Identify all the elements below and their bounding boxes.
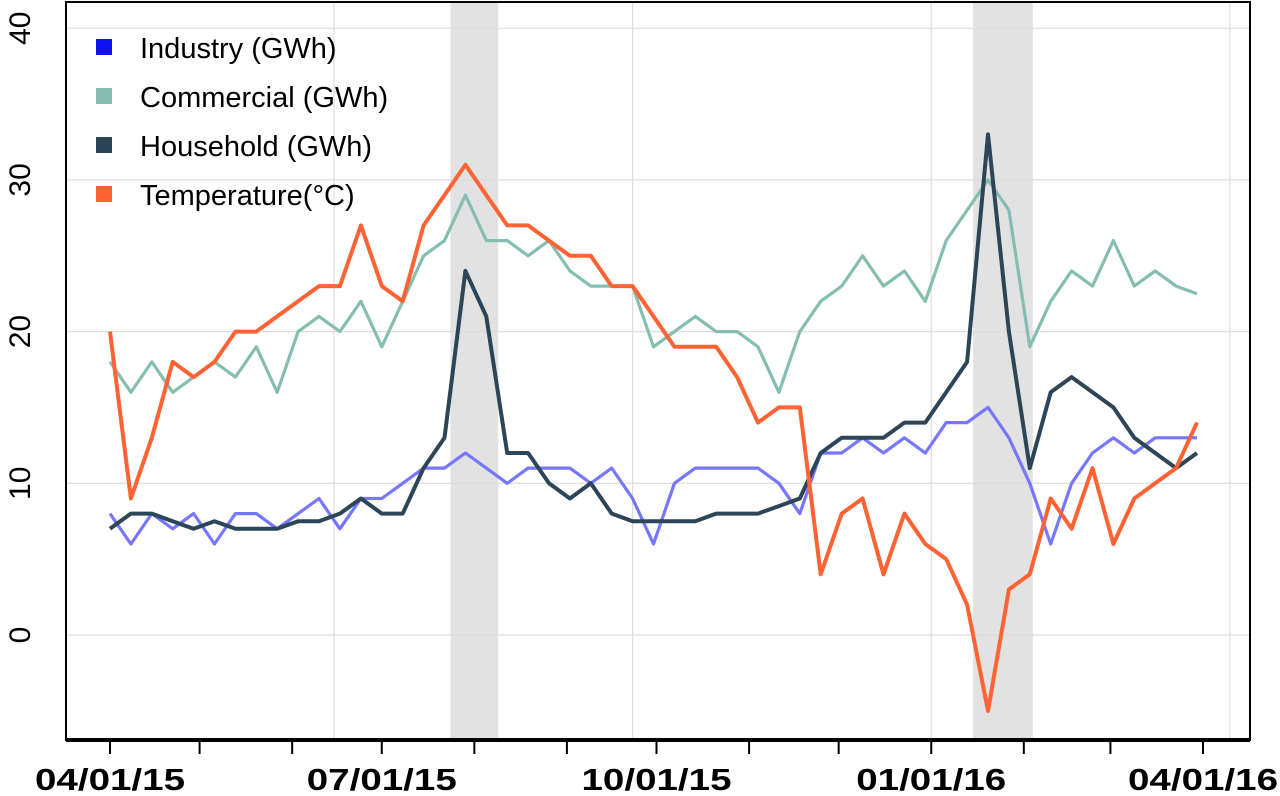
y-tick-label: 10 [4, 467, 37, 500]
legend-label: Industry (GWh) [140, 33, 337, 65]
legend: Industry (GWh) Commercial (GWh) Household … [96, 33, 388, 212]
series-line-commercial [108, 178, 1198, 394]
x-tick-label: 04/01/15 [35, 762, 185, 796]
x-tick-label: 07/01/15 [307, 762, 457, 796]
x-tick-label: 04/01/16 [1128, 762, 1278, 796]
y-tick-label: 0 [4, 627, 37, 644]
series-line-temperaturec [108, 162, 1199, 713]
legend-label: Commercial (GWh) [140, 82, 388, 114]
series-line-industry [108, 405, 1197, 546]
x-tick-label: 01/01/16 [856, 762, 1006, 796]
series-line-household [108, 132, 1199, 531]
y-tick-label: 20 [4, 315, 37, 348]
legend-swatch [96, 88, 112, 104]
legend-swatch [96, 137, 112, 153]
legend-swatch [96, 186, 112, 202]
legend-label: Household (GWh) [140, 131, 372, 163]
legend-swatch [96, 39, 112, 55]
legend-label: Temperature(°C) [140, 180, 355, 212]
y-tick-label: 40 [4, 12, 37, 45]
y-tick-label: 30 [4, 163, 37, 196]
x-tick-label: 10/01/15 [582, 762, 732, 796]
shaded-period [450, 2, 499, 740]
